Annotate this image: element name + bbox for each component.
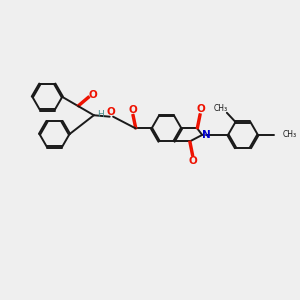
Text: CH₃: CH₃ (282, 130, 296, 140)
Text: CH₃: CH₃ (214, 104, 228, 113)
Text: O: O (129, 105, 137, 115)
Text: O: O (189, 156, 198, 166)
Text: O: O (196, 104, 205, 114)
Text: O: O (107, 106, 116, 116)
Text: O: O (88, 90, 98, 100)
Text: H: H (97, 110, 104, 119)
Text: N: N (202, 130, 210, 140)
